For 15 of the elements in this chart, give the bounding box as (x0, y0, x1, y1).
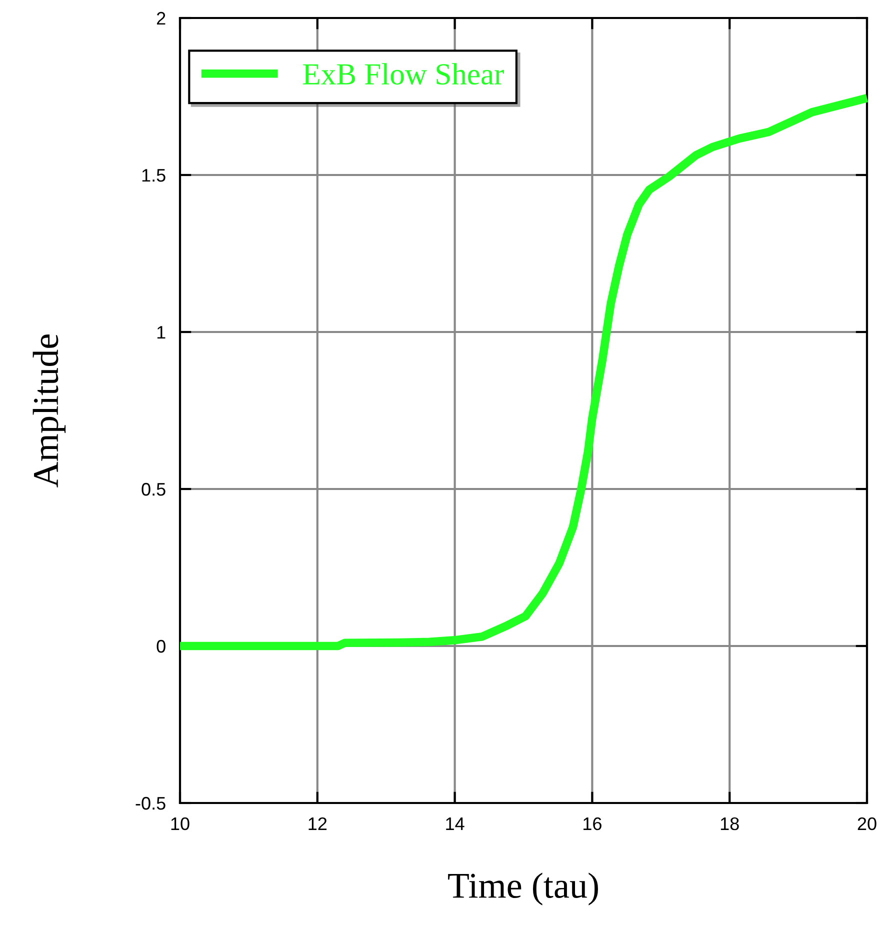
y-tick-label: 2 (156, 12, 166, 25)
x-tick-label: 10 (171, 817, 190, 830)
y-tick-label: 1.5 (142, 169, 166, 182)
y-tick-label: 0.5 (142, 482, 166, 496)
x-tick-label: 16 (584, 817, 602, 830)
x-tick-label: 12 (308, 817, 327, 830)
x-axis-title: Time (tau) (448, 872, 598, 906)
legend-label: ExB Flow Shear (303, 63, 504, 85)
y-tick-label: -0.5 (136, 796, 166, 810)
x-tick-label: 18 (720, 817, 739, 830)
y-axis-title: Amplitude (32, 334, 66, 488)
x-tick-label: 14 (446, 818, 464, 830)
x-tick-label: 20 (858, 817, 876, 830)
y-tick-label: 0 (156, 640, 166, 653)
y-tick-label: 1 (157, 326, 166, 339)
